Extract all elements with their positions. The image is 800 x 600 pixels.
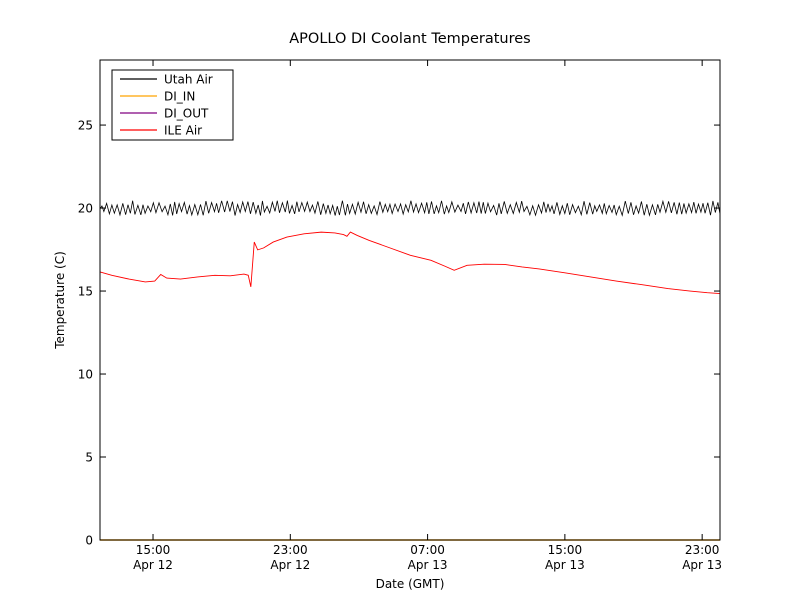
x-tick-label-time: 15:00 [548,543,583,557]
legend-entry: Utah Air [120,73,213,87]
y-tick-label: 20 [78,202,93,216]
x-tick-label-time: 15:00 [136,543,171,557]
legend-entry: DI_IN [120,90,195,104]
plot-area-frame [99,59,721,541]
x-tick-label-date: Apr 13 [408,558,448,572]
y-tick-label: 10 [78,368,93,382]
x-tick-label-date: Apr 12 [270,558,310,572]
series-ile-air [99,231,721,294]
x-tick-label-date: Apr 12 [133,558,173,572]
y-axis-label: Temperature (C) [53,251,67,350]
x-tick-label-date: Apr 13 [545,558,585,572]
y-tick-label: 5 [85,451,93,465]
legend-label: DI_OUT [164,107,209,121]
legend-entry: DI_OUT [120,107,209,121]
legend-box: Utah Air DI_IN DI_OUT ILE Air [111,69,234,141]
x-tick-label-time: 23:00 [273,543,308,557]
y-tick-label: 25 [78,119,93,133]
legend-label: Utah Air [164,73,213,87]
series-utah-air [99,199,721,217]
legend-border [111,69,234,141]
legend-entry: ILE Air [120,124,202,138]
y-tick-label: 15 [78,285,93,299]
legend-label: DI_IN [164,90,195,104]
x-tick-label-date: Apr 13 [682,558,722,572]
x-tick-label-time: 23:00 [685,543,720,557]
chart-title: APOLLO DI Coolant Temperatures [289,31,530,47]
legend-label: ILE Air [164,124,202,138]
x-tick-label-time: 07:00 [410,543,445,557]
series-layer [99,199,721,541]
y-tick-label: 0 [85,534,93,548]
x-axis-label: Date (GMT) [376,577,445,591]
legend-entries: Utah Air DI_IN DI_OUT ILE Air [120,73,213,138]
